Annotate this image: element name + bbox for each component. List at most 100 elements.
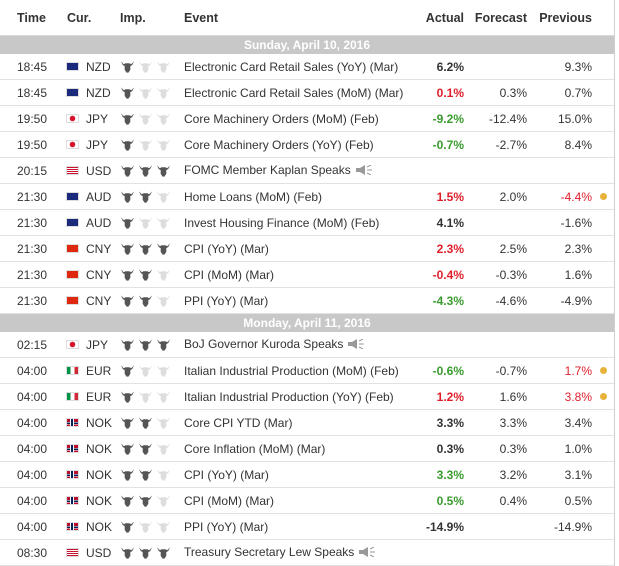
importance-rating [120,364,184,378]
event-name[interactable]: Invest Housing Finance (MoM) (Feb) [184,215,380,230]
event-row[interactable]: 21:30 AUD Home Loans (MoM) (Feb) 1.5% 2.0% -4… [0,184,614,210]
event-row[interactable]: 18:45 NZD Electronic Card Retail Sales (Yo… [0,54,614,80]
header-previous[interactable]: Previous [539,10,592,25]
event-name[interactable]: Electronic Card Retail Sales (MoM) (Mar) [184,85,404,100]
importance-rating [120,60,184,74]
importance-bull-empty-icon [156,86,171,100]
event-row[interactable]: 19:50 JPY Core Machinery Orders (YoY) (Feb… [0,132,614,158]
importance-bull-icon [120,468,135,482]
importance-rating [120,546,184,560]
event-previous: 3.8% [564,389,592,404]
event-time: 04:00 [17,519,48,534]
event-name[interactable]: CPI (YoY) (Mar) [184,241,269,256]
event-actual: -14.9% [425,519,464,534]
header-forecast[interactable]: Forecast [474,10,527,25]
importance-bull-icon [120,390,135,404]
header-time[interactable]: Time [17,10,46,25]
no-flag-icon [66,470,79,479]
event-row[interactable]: 21:30 AUD Invest Housing Finance (MoM) (Fe… [0,210,614,236]
event-previous: 9.3% [564,59,592,74]
event-name[interactable]: Core Machinery Orders (YoY) (Feb) [184,137,374,152]
event-name[interactable]: CPI (YoY) (Mar) [184,467,269,482]
event-name[interactable]: CPI (MoM) (Mar) [184,267,274,282]
event-name[interactable]: Core Inflation (MoM) (Mar) [184,441,326,456]
importance-bull-icon [120,416,135,430]
importance-bull-empty-icon [156,268,171,282]
event-row[interactable]: 04:00 EUR Italian Industrial Production (M… [0,358,614,384]
event-previous: 8.4% [564,137,592,152]
header-event[interactable]: Event [184,10,219,25]
event-previous: 15.0% [557,111,592,126]
header-importance[interactable]: Imp. [120,10,146,25]
event-row[interactable]: 04:00 NOK Core CPI YTD (Mar) 3.3% 3.3% 3.4% [0,410,614,436]
event-name[interactable]: Treasury Secretary Lew Speaks [184,545,355,560]
event-previous: 3.1% [564,467,592,482]
event-row[interactable]: 04:00 NOK Core Inflation (MoM) (Mar) 0.3% 0.… [0,436,614,462]
event-currency: JPY [86,137,109,152]
revision-dot-icon[interactable] [599,193,607,200]
event-row[interactable]: 04:00 NOK PPI (YoY) (Mar) -14.9% -14.9% [0,514,614,540]
importance-bull-icon [120,112,135,126]
event-row[interactable]: 08:30 USD Treasury Secretary Lew Speaks [0,540,614,566]
event-name[interactable]: FOMC Member Kaplan Speaks [184,163,351,178]
event-time: 04:00 [17,363,48,378]
event-previous: 0.5% [564,493,592,508]
importance-bull-icon [156,546,171,560]
event-previous: 3.4% [564,415,592,430]
event-currency: CNY [86,293,112,308]
event-currency: CNY [86,241,112,256]
event-row[interactable]: 04:00 NOK CPI (MoM) (Mar) 0.5% 0.4% 0.5% [0,488,614,514]
importance-rating [120,416,184,430]
importance-bull-empty-icon [156,442,171,456]
event-name[interactable]: Core Machinery Orders (MoM) (Feb) [184,111,379,126]
event-row[interactable]: 20:15 USD FOMC Member Kaplan Speaks [0,158,614,184]
event-name[interactable]: Home Loans (MoM) (Feb) [184,189,323,204]
event-currency: USD [86,545,112,560]
importance-bull-empty-icon [156,468,171,482]
event-row[interactable]: 04:00 NOK CPI (YoY) (Mar) 3.3% 3.2% 3.1% [0,462,614,488]
event-forecast: -0.3% [495,267,527,282]
revision-dot-icon[interactable] [599,367,607,374]
event-name[interactable]: BoJ Governor Kuroda Speaks [184,337,344,352]
event-row[interactable]: 21:30 CNY PPI (YoY) (Mar) -4.3% -4.6% -4.9% [0,288,614,314]
event-forecast: -4.6% [495,293,527,308]
event-time: 21:30 [17,215,48,230]
event-time: 21:30 [17,267,48,282]
event-forecast: 0.4% [499,493,527,508]
importance-bull-icon [120,520,135,534]
us-flag-icon [66,166,79,175]
event-time: 18:45 [17,59,48,74]
event-name[interactable]: PPI (YoY) (Mar) [184,519,269,534]
event-row[interactable]: 21:30 CNY CPI (YoY) (Mar) 2.3% 2.5% 2.3% [0,236,614,262]
event-actual: 0.5% [436,493,464,508]
event-forecast: 2.0% [499,189,527,204]
importance-rating [120,138,184,152]
event-name[interactable]: PPI (YoY) (Mar) [184,293,269,308]
importance-bull-icon [120,338,135,352]
event-row[interactable]: 02:15 JPY BoJ Governor Kuroda Speaks [0,332,614,358]
event-row[interactable]: 21:30 CNY CPI (MoM) (Mar) -0.4% -0.3% 1.6% [0,262,614,288]
event-name[interactable]: Electronic Card Retail Sales (YoY) (Mar) [184,59,399,74]
importance-bull-icon [120,364,135,378]
au-flag-icon [66,88,79,97]
event-row[interactable]: 18:45 NZD Electronic Card Retail Sales (Mo… [0,80,614,106]
event-name[interactable]: Core CPI YTD (Mar) [184,415,293,430]
header-actual[interactable]: Actual [425,10,464,25]
event-name[interactable]: Italian Industrial Production (MoM) (Feb… [184,363,399,378]
event-row[interactable]: 19:50 JPY Core Machinery Orders (MoM) (Feb… [0,106,614,132]
importance-bull-icon [156,242,171,256]
au-flag-icon [66,192,79,201]
event-time: 21:30 [17,293,48,308]
event-previous: -1.6% [560,215,592,230]
event-row[interactable]: 04:00 EUR Italian Industrial Production (Y… [0,384,614,410]
event-time: 04:00 [17,467,48,482]
revision-dot-icon[interactable] [599,393,607,400]
event-actual: 3.3% [436,415,464,430]
header-currency[interactable]: Cur. [67,10,92,25]
event-actual: -4.3% [432,293,464,308]
event-name[interactable]: CPI (MoM) (Mar) [184,493,274,508]
event-previous: -14.9% [553,519,592,534]
event-currency: NZD [86,85,111,100]
event-name[interactable]: Italian Industrial Production (YoY) (Feb… [184,389,394,404]
us-flag-icon [66,548,79,557]
